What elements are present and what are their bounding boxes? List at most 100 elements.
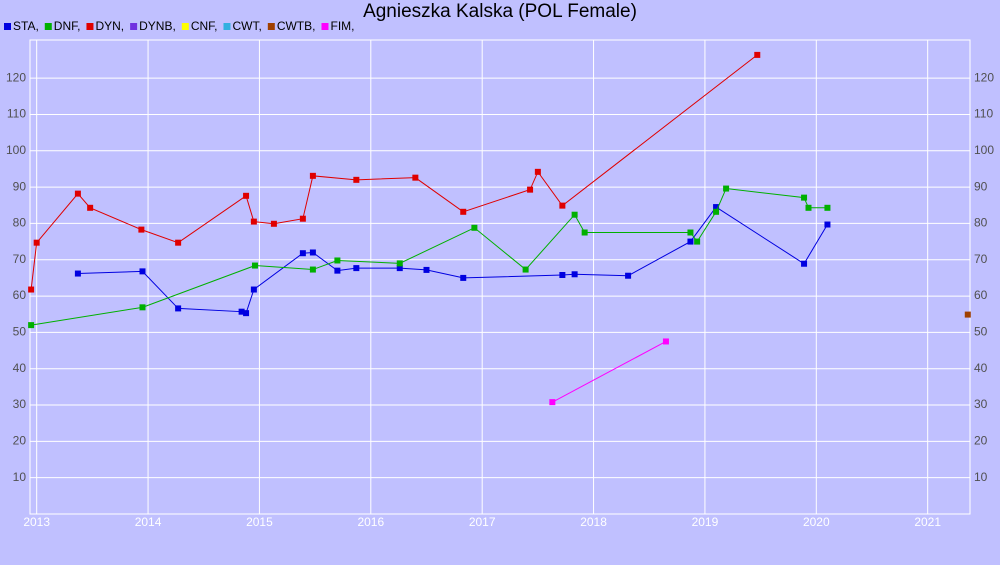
data-point [625,272,632,279]
legend-label: CWT, [232,19,261,33]
data-point [801,194,808,201]
data-point [309,172,316,179]
data-point [139,268,146,275]
data-point [559,272,566,279]
y-tick-label-right: 80 [974,216,988,230]
x-tick-label: 2020 [803,515,830,529]
data-point [299,215,306,222]
legend-swatch [44,23,52,30]
y-tick-label: 70 [13,252,27,266]
y-tick-label-right: 110 [974,107,993,121]
y-tick-label: 60 [13,288,27,302]
data-point [28,322,35,329]
data-point [713,208,720,215]
data-point [87,204,94,211]
y-tick-label-right: 120 [974,70,994,84]
y-tick-label: 100 [6,143,26,157]
data-point [309,266,316,273]
series-line [552,341,667,403]
data-point [28,286,35,293]
x-tick-label: 2019 [692,515,719,529]
data-point [175,239,182,246]
y-tick-label: 120 [6,70,26,84]
data-point [694,238,701,245]
y-tick-label-right: 100 [974,143,994,157]
data-point [559,202,566,209]
data-point [250,218,257,225]
data-point [687,229,694,236]
data-point [334,257,341,264]
legend-label: DYN, [95,19,124,33]
data-point [460,274,467,281]
data-point [824,204,831,211]
x-tick-label: 2015 [246,515,273,529]
legend-label: DNF, [54,19,81,33]
data-point [270,220,277,227]
legend-label: CWTB, [277,19,316,33]
y-tick-label-right: 70 [974,252,988,266]
data-point [801,260,808,267]
y-tick-label-right: 30 [974,397,988,411]
x-tick-label: 2018 [580,515,607,529]
data-point [571,271,578,278]
y-tick-label: 20 [13,434,27,448]
legend-swatch [181,23,189,30]
data-point [334,267,341,274]
y-tick-label-right: 50 [974,325,988,339]
y-tick-label: 110 [7,107,26,121]
data-point [74,190,81,197]
data-point [139,304,146,311]
y-tick-label: 10 [13,470,27,484]
data-point [251,262,258,269]
data-point [353,176,360,183]
data-point [471,224,478,231]
y-tick-label: 30 [13,397,27,411]
data-point [662,338,669,345]
data-point [423,266,430,273]
x-tick-label: 2014 [135,515,162,529]
data-point [175,305,182,312]
data-point [250,286,257,293]
data-point [243,192,250,199]
y-tick-label-right: 90 [974,179,988,193]
data-point [460,208,467,215]
legend-label: DYNB, [139,19,176,33]
data-point [353,265,360,272]
data-point [824,221,831,228]
x-tick-label: 2021 [914,515,941,529]
legend-swatch [4,23,11,30]
data-point [754,51,761,58]
legend-label: FIM, [330,19,354,33]
y-tick-label: 40 [13,361,27,375]
x-tick-label: 2016 [357,515,384,529]
data-point [964,311,971,318]
data-point [522,266,529,273]
data-point [571,211,578,218]
y-tick-label: 90 [13,179,27,193]
legend-swatch [267,23,275,30]
y-tick-label-right: 20 [974,434,988,448]
y-tick-label-right: 40 [974,361,988,375]
data-point [412,174,419,181]
data-point [299,250,306,257]
data-point [713,204,720,211]
legend-label: STA, [13,19,39,33]
data-point [581,229,588,236]
x-tick-label: 2017 [469,515,496,529]
data-point [534,168,541,175]
data-point [74,270,81,277]
legend-label: CNF, [191,19,218,33]
data-point [238,308,245,315]
chart-title: Agnieszka Kalska (POL Female) [363,1,637,22]
legend-swatch [223,23,231,30]
data-point [396,260,403,267]
data-point [138,226,145,233]
data-point [309,249,316,256]
y-tick-label-right: 60 [974,288,988,302]
x-tick-label: 2013 [23,515,50,529]
data-point [805,204,812,211]
data-point [723,185,730,192]
data-point [396,265,403,272]
